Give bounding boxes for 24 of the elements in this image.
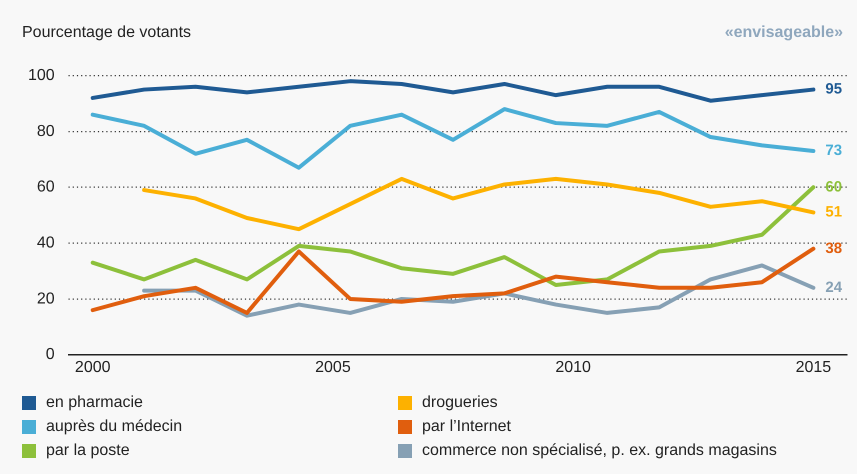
legend-label: drogueries <box>422 394 498 412</box>
y-tick-label: 60 <box>36 178 55 196</box>
data-label: 38 <box>825 240 842 257</box>
x-tick-label: 2000 <box>74 358 111 376</box>
legend-label: en pharmacie <box>46 394 143 412</box>
x-tick-label: 2005 <box>315 358 351 376</box>
legend-label: par la poste <box>46 442 130 460</box>
x-tick-label: 2010 <box>555 358 592 376</box>
y-tick-label: 40 <box>36 234 55 252</box>
data-label: 73 <box>825 142 842 160</box>
chart-subtitle: «envisageable» <box>724 24 843 42</box>
data-label: 60 <box>825 178 842 196</box>
legend-label: par l’Internet <box>422 418 511 436</box>
y-tick-label: 100 <box>28 67 55 84</box>
y-tick-label: 20 <box>36 290 55 308</box>
y-tick-label: 80 <box>36 122 55 140</box>
data-label: 24 <box>825 278 843 296</box>
x-tick-label: 2015 <box>796 358 832 376</box>
y-tick-label: 0 <box>46 346 55 364</box>
legend-label: auprès du médecin <box>46 418 182 436</box>
y-axis-title: Pourcentage de votants <box>22 24 192 42</box>
data-label: 51 <box>825 204 842 221</box>
legend-label: commerce non spécialisé, p. ex. grands magasins <box>422 442 777 460</box>
data-label: 95 <box>825 80 842 98</box>
